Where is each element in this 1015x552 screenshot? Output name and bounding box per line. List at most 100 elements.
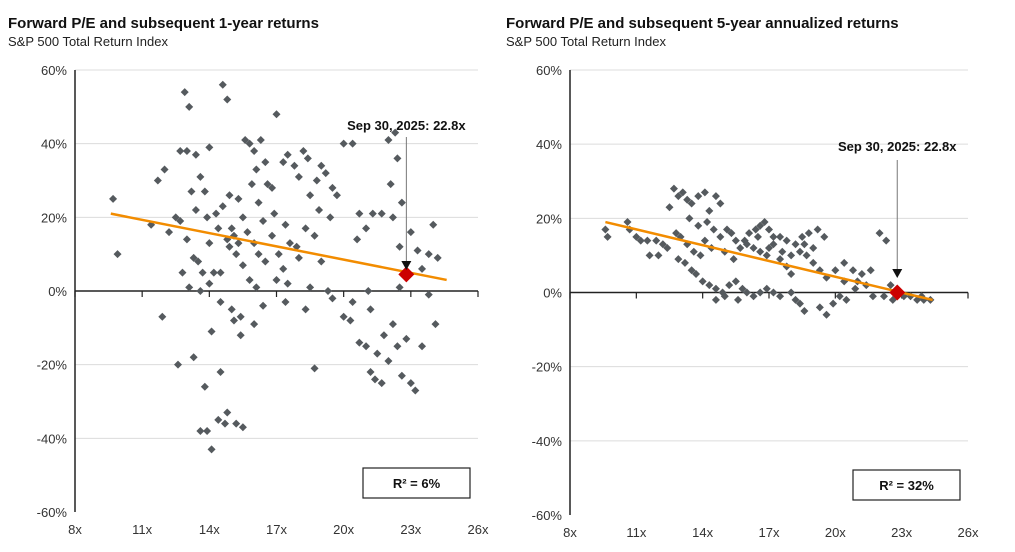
- x-tick-label: 26x: [958, 525, 979, 540]
- data-point: [745, 229, 754, 238]
- data-point: [379, 331, 388, 340]
- data-point: [301, 305, 310, 314]
- data-point: [348, 139, 357, 148]
- data-point: [875, 229, 884, 238]
- data-point: [321, 169, 330, 178]
- data-point: [395, 242, 404, 251]
- data-point: [776, 255, 785, 264]
- data-point: [232, 419, 241, 428]
- data-point: [756, 288, 765, 297]
- data-point: [323, 287, 332, 295]
- data-point: [751, 225, 760, 234]
- data-point: [791, 295, 800, 304]
- data-point: [829, 299, 838, 308]
- data-point: [200, 382, 209, 391]
- data-point: [299, 147, 308, 156]
- data-point: [802, 251, 811, 260]
- data-point: [225, 191, 234, 200]
- data-point: [431, 320, 440, 329]
- y-tick-label: -60%: [37, 505, 68, 520]
- data-point: [377, 379, 386, 388]
- data-point: [674, 192, 683, 201]
- data-point: [813, 225, 822, 234]
- data-point: [433, 253, 442, 262]
- data-point: [310, 231, 319, 240]
- data-point: [711, 295, 720, 304]
- data-point: [205, 143, 214, 152]
- data-point: [652, 236, 661, 245]
- data-point: [705, 281, 714, 290]
- y-tick-label: -20%: [532, 360, 563, 375]
- data-point: [362, 224, 371, 233]
- data-point: [182, 147, 191, 156]
- data-point: [406, 379, 415, 388]
- data-point: [353, 235, 362, 244]
- data-point: [281, 220, 290, 229]
- data-point: [198, 268, 207, 277]
- data-point: [223, 95, 232, 104]
- data-point: [182, 235, 191, 244]
- data-point: [191, 150, 200, 159]
- data-point: [632, 232, 641, 241]
- annotation-label: Sep 30, 2025: 22.8x: [347, 118, 466, 133]
- data-point: [236, 312, 245, 321]
- data-point: [247, 180, 256, 189]
- data-point: [312, 176, 321, 185]
- data-point: [769, 288, 778, 297]
- data-point: [203, 426, 212, 435]
- data-point: [388, 320, 397, 329]
- data-point: [227, 224, 236, 233]
- data-point: [310, 364, 319, 373]
- data-point: [259, 301, 268, 310]
- data-point: [362, 342, 371, 351]
- x-tick-label: 8x: [68, 522, 82, 537]
- data-point: [720, 292, 729, 301]
- data-point: [218, 202, 227, 211]
- y-tick-label: 0%: [48, 284, 67, 299]
- x-tick-label: 17x: [266, 522, 287, 537]
- annotation-label: Sep 30, 2025: 22.8x: [838, 139, 957, 154]
- r2-label: R² = 6%: [393, 476, 441, 491]
- data-point: [238, 423, 247, 432]
- data-point: [424, 290, 433, 299]
- data-point: [191, 205, 200, 214]
- data-point: [886, 281, 895, 290]
- data-point: [685, 214, 694, 223]
- data-point: [800, 240, 809, 249]
- data-point: [397, 371, 406, 380]
- data-point: [683, 195, 692, 204]
- data-point: [339, 312, 348, 321]
- data-point: [694, 192, 703, 201]
- data-point: [279, 264, 288, 273]
- data-point: [250, 320, 259, 329]
- data-point: [196, 172, 205, 181]
- data-point: [703, 218, 712, 227]
- chart-1y-returns: Forward P/E and subsequent 1-year return…: [8, 15, 489, 537]
- data-point: [643, 236, 652, 245]
- data-point: [185, 102, 194, 111]
- data-point: [787, 251, 796, 260]
- data-point: [234, 194, 243, 203]
- y-tick-label: 60%: [41, 63, 67, 78]
- data-point: [689, 247, 698, 256]
- data-point: [317, 161, 326, 170]
- data-point: [368, 209, 377, 218]
- y-tick-label: -60%: [532, 508, 563, 523]
- data-point: [268, 231, 277, 240]
- data-point: [736, 244, 745, 252]
- data-point: [196, 287, 205, 295]
- data-point: [424, 250, 433, 259]
- data-point: [731, 236, 740, 245]
- data-point: [411, 386, 420, 395]
- data-point: [178, 268, 187, 277]
- data-point: [229, 316, 238, 325]
- data-point: [742, 240, 751, 249]
- data-point: [187, 187, 196, 196]
- data-point: [355, 338, 364, 347]
- data-point: [306, 283, 315, 292]
- data-point: [429, 220, 438, 229]
- data-point: [705, 206, 714, 215]
- data-point: [716, 232, 725, 241]
- data-point: [413, 246, 422, 255]
- data-point: [328, 294, 337, 303]
